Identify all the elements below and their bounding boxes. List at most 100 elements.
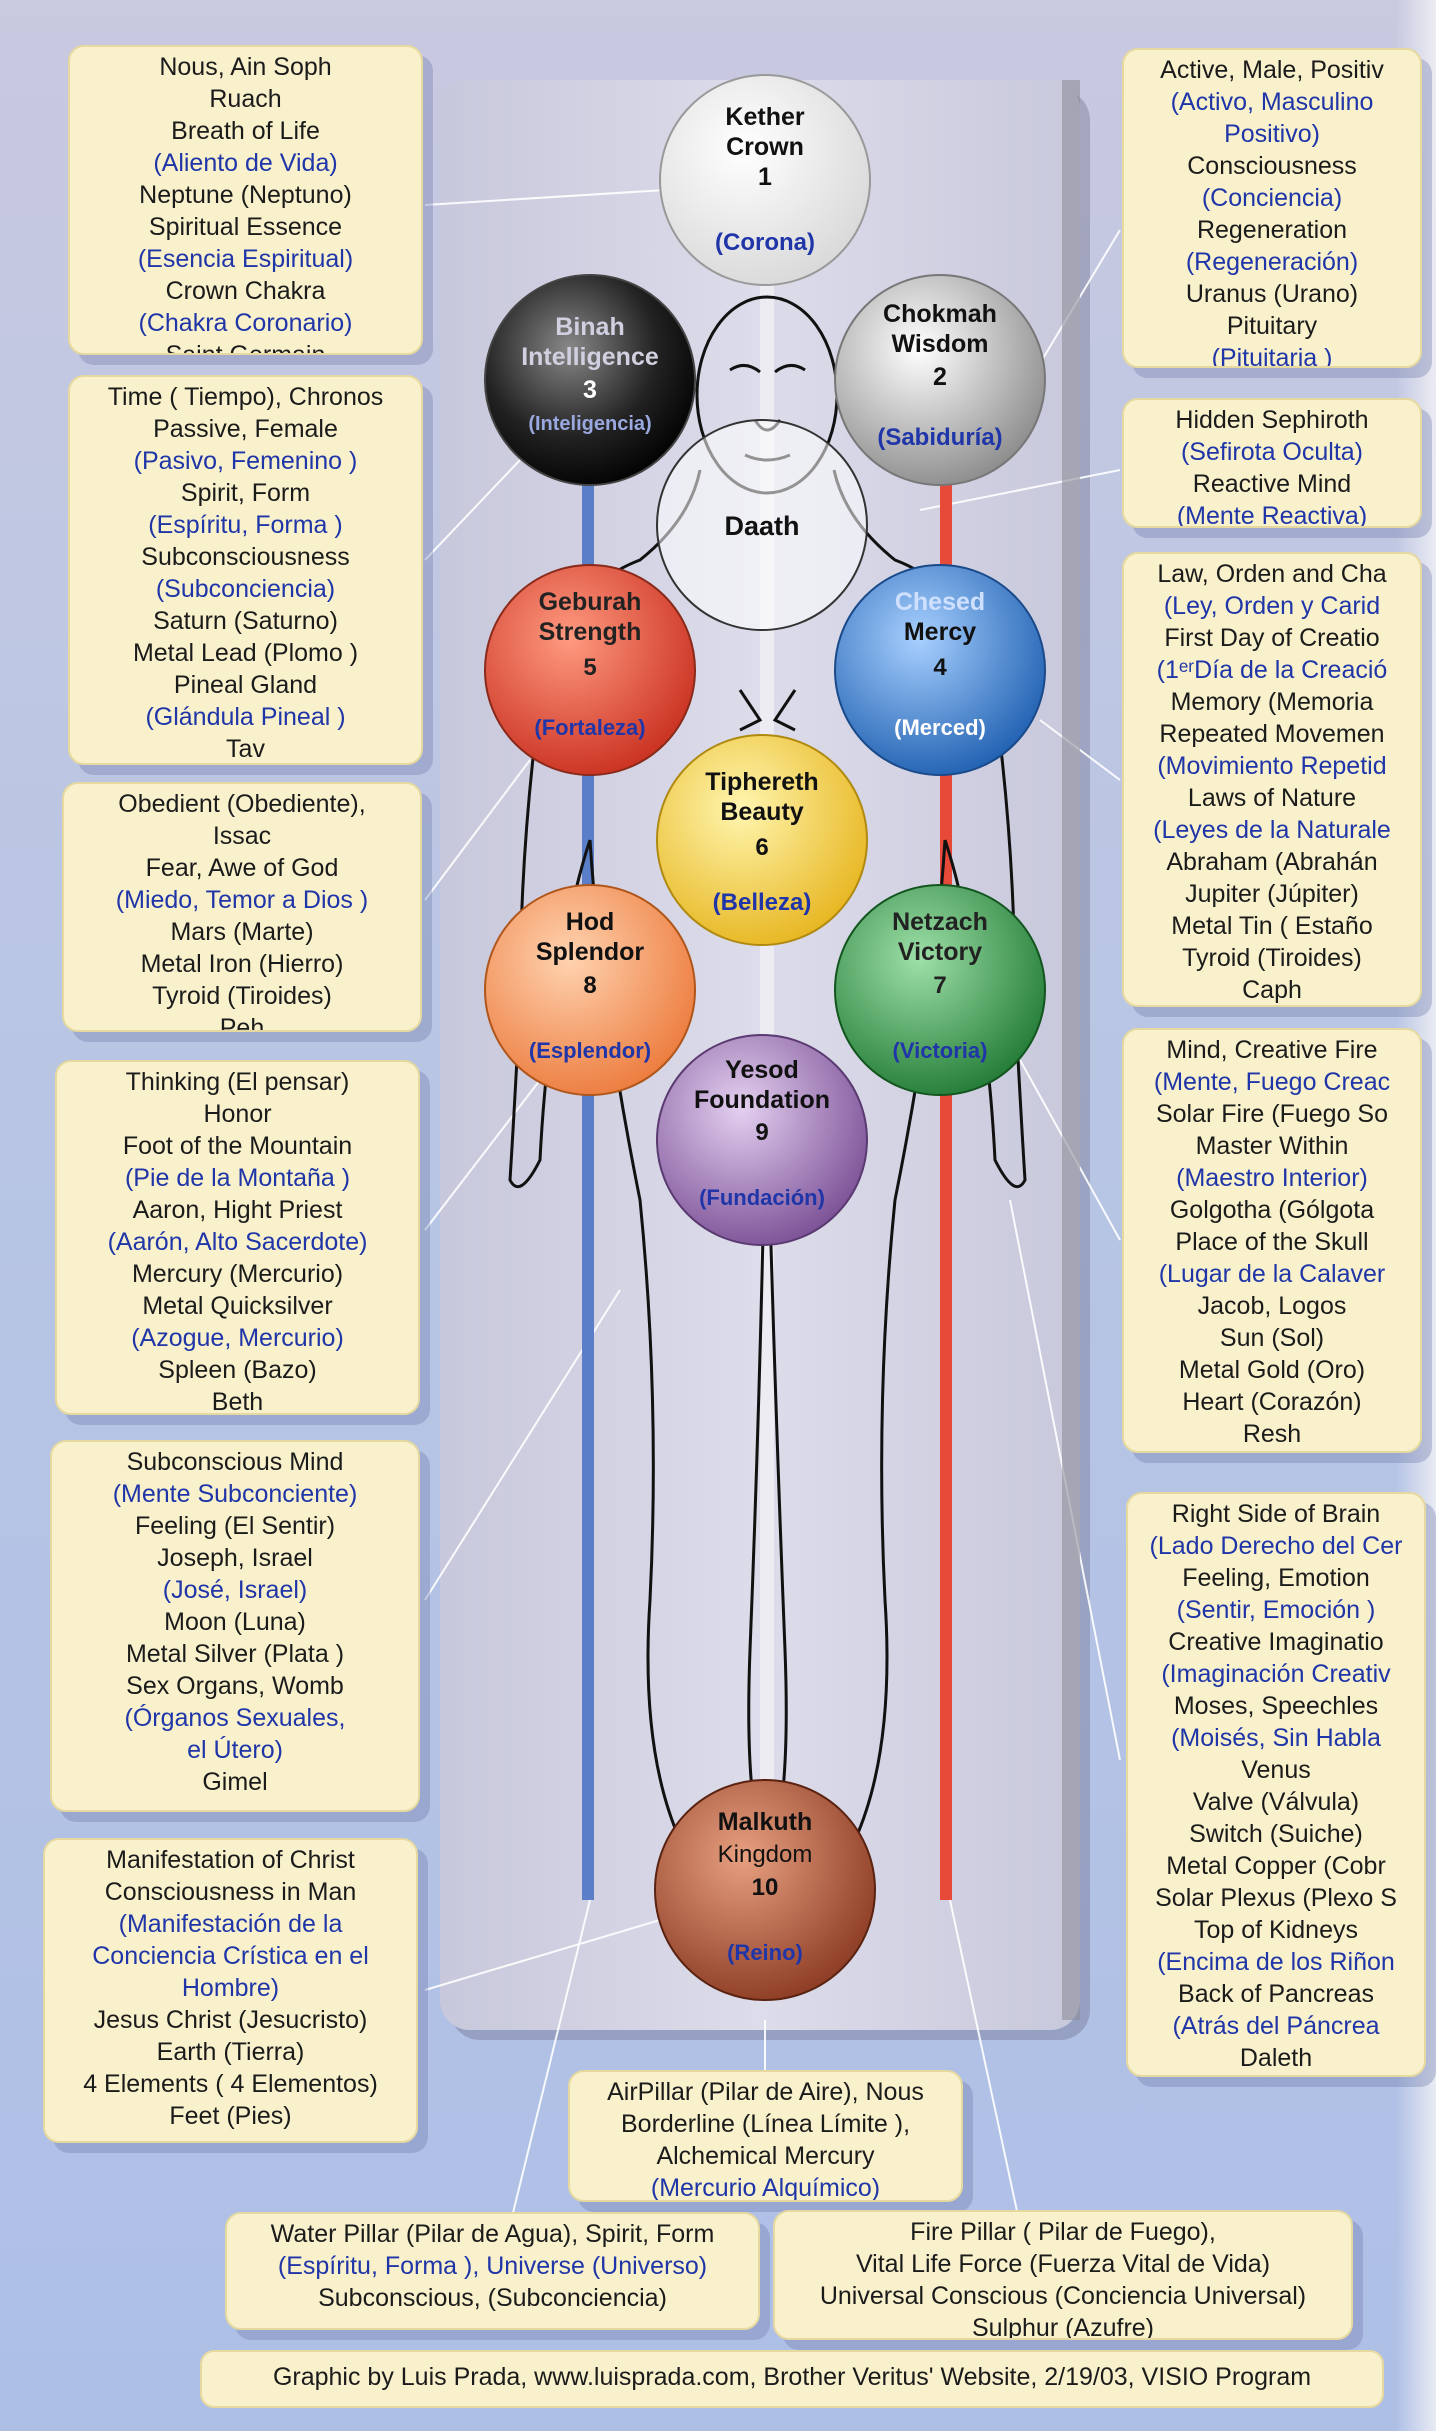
box-text-line: Borderline (Línea Límite ), (620, 2110, 911, 2138)
sephira-geburah: Geburah Strength 5 (Fortaleza) (484, 564, 696, 776)
credit-line: Graphic by Luis Prada, www.luisprada.com… (200, 2350, 1384, 2408)
box-text-line: Metal Tin ( Estaño (1171, 912, 1373, 940)
box-text-line: (Azogue, Mercurio) (131, 1324, 344, 1352)
netzach-num: 7 (933, 972, 946, 999)
box-text-line: Universal Conscious (Conciencia Universa… (819, 2282, 1307, 2310)
sephira-kether: Kether Crown 1 (Corona) (659, 74, 871, 286)
box-text-line: Metal Quicksilver (142, 1292, 333, 1320)
yesod-name: Yesod (725, 1056, 799, 1084)
box-text-line: Sulphur (Azufre) (971, 2314, 1155, 2340)
box-text-line: Moses, Speechles (1173, 1692, 1379, 1720)
kether-en: Crown (726, 133, 804, 161)
left-box-yesod: Subconscious Mind (Mente Subconciente) Fee… (50, 1440, 420, 1812)
box-text-line: First Day of Creatio (1164, 624, 1380, 652)
box-text-line: Venus (1241, 1756, 1311, 1784)
kether-es: (Corona) (715, 229, 815, 256)
box-text-line: Aaron, Hight Priest (132, 1196, 343, 1224)
box-text-line: Breath of Life (171, 117, 320, 145)
box-text-line: Earth (Tierra) (156, 2038, 305, 2066)
box-text-line: Active, Male, Positiv (1160, 56, 1384, 84)
chokmah-num: 2 (933, 363, 947, 391)
box-text-line: Subconscious Mind (126, 1448, 344, 1476)
box-text-line: (Mente Reactiva) (1176, 502, 1368, 528)
chesed-en: Mercy (904, 618, 976, 646)
box-text-line: 4 Elements ( 4 Elementos) (83, 2070, 378, 2098)
chesed-num: 4 (933, 654, 947, 681)
hod-name: Hod (566, 908, 615, 936)
box-text-line: el Útero) (187, 1736, 283, 1764)
box-text-line: (Activo, Masculino (1170, 88, 1374, 116)
box-text-line: AirPillar (Pilar de Aire), Nous (607, 2078, 924, 2106)
left-box-malkuth: Manifestation of Christ Consciousness in … (43, 1838, 418, 2143)
geburah-es: (Fortaleza) (534, 715, 645, 740)
hod-en: Splendor (536, 938, 645, 966)
binah-name: Binah (555, 313, 624, 341)
box-text-line: (Lado Derecho del Cer (1149, 1532, 1403, 1560)
box-text-line: Feeling, Emotion (1182, 1564, 1370, 1592)
box-text-line: (Pasivo, Femenino ) (133, 447, 358, 475)
box-text-line: Nous, Ain Soph (159, 53, 332, 81)
air-pillar (760, 90, 774, 1930)
box-text-line: Consciousness (1187, 152, 1357, 180)
sephira-binah: Binah Intelligence 3 (Inteligencia) (484, 274, 696, 486)
sephira-malkuth: Malkuth Kingdom 10 (Reino) (654, 1779, 876, 2001)
box-text-line: Mercury (Mercurio) (131, 1260, 344, 1288)
box-fire-pillar: Fire Pillar ( Pilar de Fuego), Vital Life… (773, 2210, 1353, 2340)
box-text-line: (Órganos Sexuales, (124, 1704, 346, 1732)
box-text-line: Hombre) (181, 1974, 280, 2002)
box-text-line: (José, Israel) (162, 1576, 308, 1604)
box-text-line: (Regeneración) (1185, 248, 1359, 276)
box-text-line: (Ley, Orden y Carid (1163, 592, 1381, 620)
left-box-binah: Time ( Tiempo), Chronos Passive, Female (P… (68, 375, 423, 765)
box-text-line: Resh (1242, 1420, 1302, 1448)
box-text-line: (Subconciencia) (155, 575, 336, 603)
box-text-line: Metal Lead (Plomo ) (132, 639, 359, 667)
chesed-es: (Merced) (894, 715, 986, 740)
box-text-line: (Lugar de la Calaver (1158, 1260, 1386, 1288)
box-text-line: (Mercurio Alquímico) (650, 2174, 881, 2202)
sephira-tiphereth: Tiphereth Beauty 6 (Belleza) (656, 734, 868, 946)
box-text-line: Pituitary (1226, 312, 1318, 340)
binah-es: (Inteligencia) (528, 413, 651, 435)
malkuth-es: (Reino) (727, 1940, 803, 1965)
netzach-es: (Victoria) (893, 1038, 988, 1063)
malkuth-num: 10 (752, 1874, 779, 1901)
box-text-line: (Manifestación de la (118, 1910, 343, 1938)
box-text-line: Time ( Tiempo), Chronos (107, 383, 384, 411)
box-text-line: Metal Gold (Oro) (1178, 1356, 1366, 1384)
box-text-line: Top of Kidneys (1194, 1916, 1358, 1944)
box-text-line: (Atrás del Páncrea (1172, 2012, 1380, 2040)
netzach-name: Netzach (892, 908, 988, 936)
left-box-hod: Thinking (El pensar) Honor Foot of the Mou… (55, 1060, 420, 1415)
geburah-num: 5 (583, 654, 596, 681)
geburah-en: Strength (539, 618, 642, 646)
box-text-line: Creative Imaginatio (1168, 1628, 1384, 1656)
box-text-line: Crown Chakra (165, 277, 326, 305)
box-text-line: Valve (Válvula) (1192, 1788, 1360, 1816)
left-box-geburah: Obedient (Obediente), Issac Fear, Awe of G… (62, 782, 422, 1032)
box-text-line: (Aliento de Vida) (153, 149, 338, 177)
geburah-name: Geburah (539, 588, 642, 616)
box-text-line: Sex Organs, Womb (126, 1672, 344, 1700)
box-text-line: Water Pillar (Pilar de Agua), Spirit, Fo… (270, 2220, 715, 2248)
box-text-line: Spirit, Form (180, 479, 311, 507)
box-text-line: (Sefirota Oculta) (1180, 438, 1363, 466)
box-text-line: (Encima de los Riñon (1157, 1948, 1395, 1976)
tiphereth-en: Beauty (720, 798, 803, 826)
box-text-line: Back of Pancreas (1178, 1980, 1374, 2008)
sephira-yesod: Yesod Foundation 9 (Fundación) (656, 1034, 868, 1246)
box-text-line: (Movimiento Repetid (1157, 752, 1387, 780)
box-text-line: Moon (Luna) (164, 1608, 306, 1636)
box-text-line: (Mente Subconciente) (112, 1480, 358, 1508)
box-text-line: Regeneration (1196, 216, 1348, 244)
malkuth-name: Malkuth (718, 1808, 812, 1836)
box-text-line: Repeated Movemen (1159, 720, 1385, 748)
box-text-line: Vital Life Force (Fuerza Vital de Vida) (855, 2250, 1271, 2278)
box-text-line: Abraham (Abrahán (1166, 848, 1378, 876)
box-text-line: (Espíritu, Forma ), Universe (Universo) (277, 2252, 708, 2280)
box-text-line: Tyroid (Tiroides) (152, 982, 332, 1010)
chokmah-en: Wisdom (892, 330, 989, 358)
malkuth-en: Kingdom (718, 1841, 813, 1868)
hod-es: (Esplendor) (529, 1038, 651, 1063)
chesed-name: Chesed (895, 588, 985, 616)
